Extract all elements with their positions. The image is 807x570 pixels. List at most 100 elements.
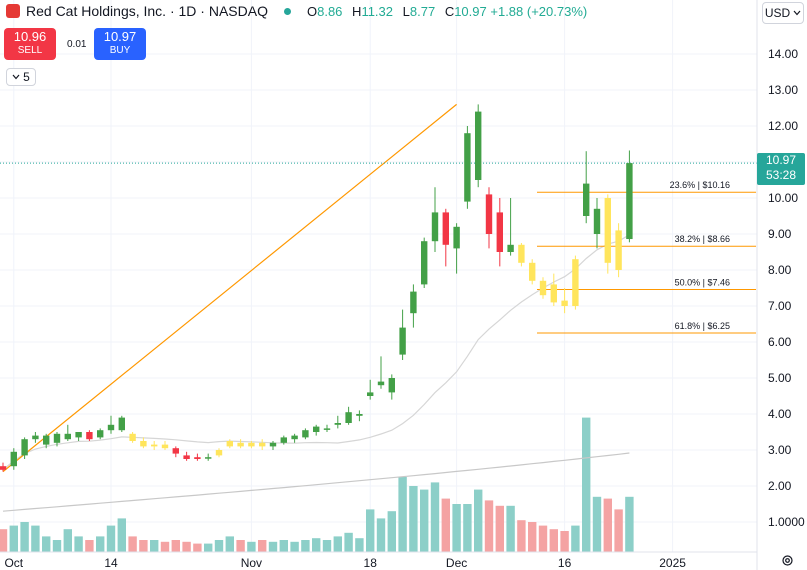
last-price-value: 10.97: [765, 153, 797, 167]
chevron-down-icon: [793, 10, 801, 16]
candle-body: [215, 450, 223, 456]
candle-body: [140, 441, 147, 447]
volume-bar: [0, 529, 8, 552]
candle-body: [302, 430, 309, 438]
grid-lines: [0, 0, 757, 552]
time-tick-label: 18: [364, 556, 378, 570]
candle-body: [194, 457, 201, 459]
candle-body: [151, 444, 158, 447]
price-tick-label: 12.00: [768, 119, 798, 133]
price-tick-label: 2.00: [768, 479, 792, 493]
candle-body: [561, 300, 568, 306]
candle-body: [172, 448, 179, 454]
time-axis[interactable]: Oct 14 Nov 18 Dec 16 2025: [0, 551, 757, 570]
volume-bar: [106, 525, 116, 552]
volume-bar: [366, 509, 375, 552]
candle-body: [550, 284, 557, 303]
candle-body: [583, 183, 590, 216]
candle-body: [259, 442, 266, 447]
volume-bar: [528, 522, 537, 552]
ohlc-values: O8.86 H11.32 L8.77 C10.97 +1.88 (+20.73%…: [306, 3, 588, 19]
volume-bar: [420, 489, 429, 552]
volume-bar: [150, 540, 159, 552]
symbol-title[interactable]: Red Cat Holdings, Inc. · 1D · NASDAQ: [26, 3, 268, 19]
candle-body: [539, 280, 547, 296]
currency-select[interactable]: USD: [762, 2, 804, 24]
candle-body: [442, 212, 449, 245]
volume-bar: [85, 540, 94, 552]
volume-bar: [322, 540, 332, 552]
volume-bar: [225, 536, 234, 552]
candle-body: [615, 230, 622, 270]
buy-price: 10.97: [103, 29, 137, 44]
volume-bar: [52, 540, 62, 552]
moving-average-short: [2, 234, 630, 471]
candle-body: [248, 442, 255, 447]
buy-button[interactable]: 10.97 BUY: [94, 28, 146, 60]
candle-body: [399, 327, 406, 355]
fib-retracement[interactable]: 23.6% | $10.16 38.2% | $8.66 50.0% | $7.46…: [2, 103, 756, 473]
volume-bar: [63, 529, 72, 552]
candle-body: [334, 423, 341, 425]
candle-body: [313, 426, 320, 432]
change-value: +1.88 (+20.73%): [490, 3, 588, 19]
time-tick-label: 16: [558, 556, 572, 570]
volume-bar: [9, 525, 18, 552]
price-tick-label: 4.00: [768, 407, 792, 421]
price-tick-label: 9.00: [768, 227, 792, 241]
volume-bar: [268, 541, 278, 552]
candle-body: [226, 441, 233, 447]
volume-bar: [625, 496, 634, 552]
low-value: 8.77: [409, 3, 436, 19]
volume-bar: [441, 498, 450, 552]
visibility-dot-icon[interactable]: [283, 7, 291, 15]
candle-body: [345, 412, 352, 423]
candle-body: [572, 259, 579, 306]
volume-bar: [430, 482, 440, 552]
price-tick-label: 6.00: [768, 335, 792, 349]
volume-bar: [463, 504, 472, 552]
volume-bar: [301, 540, 310, 552]
candle-body: [53, 433, 61, 443]
candle-body: [604, 198, 611, 263]
candle-body: [86, 432, 93, 440]
symbol-legend: Red Cat Holdings, Inc. · 1D · NASDAQ O8.…: [6, 3, 587, 19]
gear-icon[interactable]: [781, 554, 794, 570]
candle-body: [10, 451, 17, 467]
price-tick-label: 14.00: [768, 47, 798, 61]
candle-body: [464, 133, 471, 202]
fib-level-label: 61.8% | $6.25: [675, 321, 730, 331]
candle-body: [323, 428, 331, 430]
fib-level-label: 23.6% | $10.16: [670, 180, 730, 190]
candle-body: [280, 437, 287, 443]
candle-body: [32, 435, 39, 440]
price-axis[interactable]: 14.0013.0012.0011.0010.009.008.007.006.0…: [756, 0, 805, 570]
candle-body: [388, 378, 395, 393]
volume-bar: [193, 543, 202, 552]
volume-bar: [517, 520, 526, 552]
bar-countdown: 53:28: [765, 168, 797, 182]
candle-body: [410, 291, 417, 314]
volume-bar: [139, 540, 148, 552]
volume-bar: [42, 536, 51, 552]
price-tick-label: 8.00: [768, 263, 792, 277]
candle-body: [431, 212, 439, 242]
candle-body: [377, 381, 385, 386]
interval-toggle[interactable]: 5: [6, 68, 36, 86]
volume-bar: [247, 541, 256, 552]
spread-value: 0.01: [67, 39, 87, 50]
candle-body: [97, 430, 104, 438]
volume-bar: [344, 532, 353, 552]
time-tick-label: Oct: [4, 556, 23, 570]
settings-gear-graphic: [782, 555, 793, 566]
volume-bar: [290, 541, 299, 552]
volume-bar: [312, 538, 321, 552]
volume-bar: [171, 540, 180, 552]
chevron-down-icon: [12, 74, 20, 80]
sell-button[interactable]: 10.96 SELL: [4, 28, 56, 60]
candle-body: [183, 455, 190, 459]
volume-bars: [0, 417, 634, 552]
volume-bar: [484, 500, 494, 552]
moving-average-long: [2, 452, 630, 512]
